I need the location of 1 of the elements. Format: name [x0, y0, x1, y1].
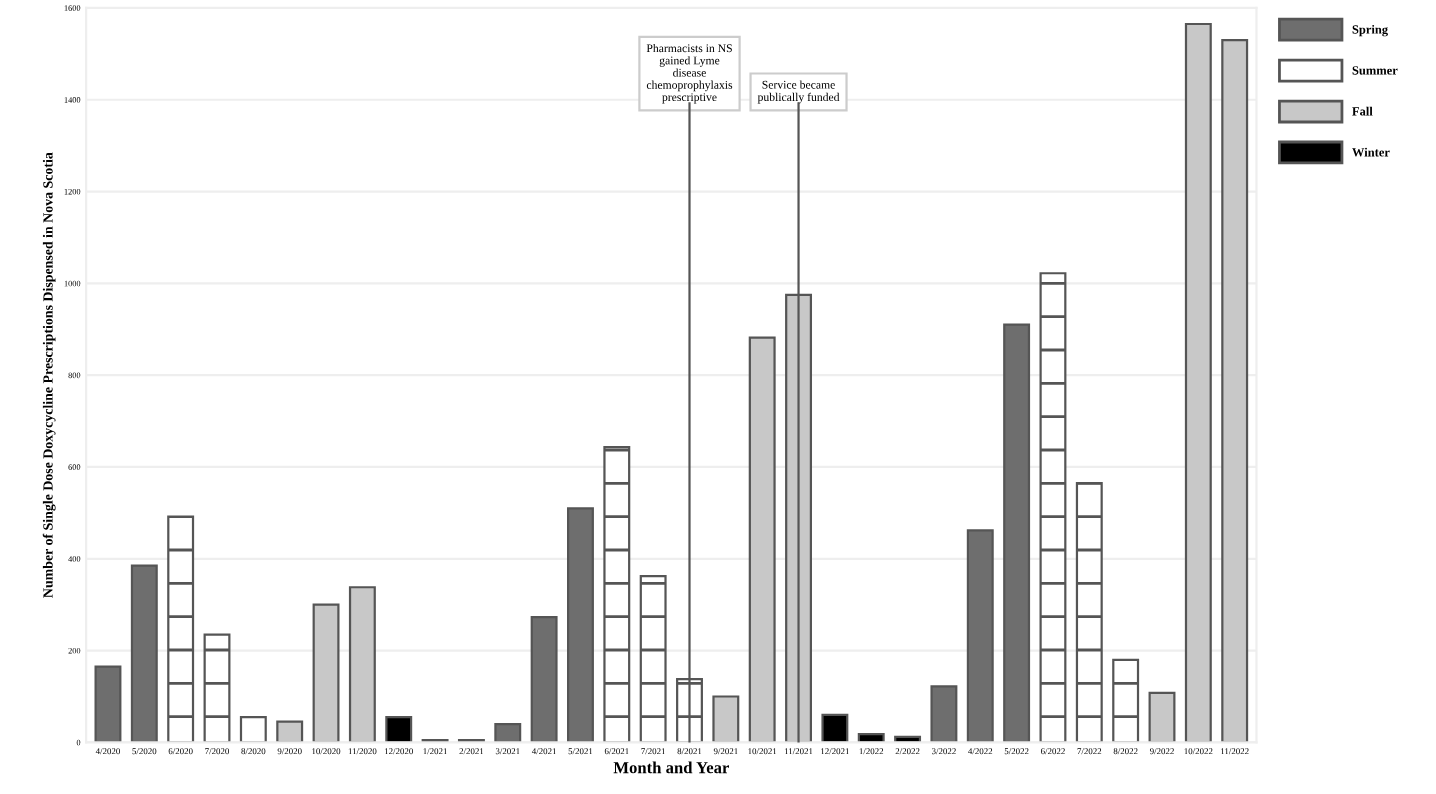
x-axis-title: Month and Year — [613, 761, 729, 774]
